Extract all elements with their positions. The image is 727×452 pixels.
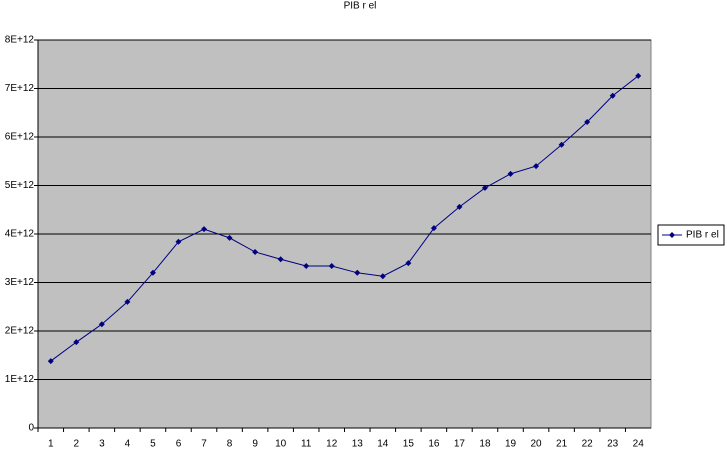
x-tick-label: 18 [479,439,491,450]
data-point [277,256,284,263]
data-point [584,118,591,125]
x-tick-label: 5 [150,439,156,450]
y-tick-label: 8E+12 [5,35,35,46]
x-tick-label: 16 [428,439,440,450]
x-tick-label: 17 [454,439,466,450]
x-tick-label: 15 [403,439,415,450]
x-tick-label: 9 [252,439,258,450]
y-tick-label: 2E+12 [5,326,35,337]
data-point [558,141,565,148]
x-tick-label: 24 [633,439,645,450]
x-tick-label: 3 [99,439,105,450]
x-tick-label: 12 [326,439,338,450]
x-tick-label: 10 [275,439,287,450]
data-point [226,234,233,241]
data-point [379,273,386,280]
data-point [252,248,259,255]
data-point [481,184,488,191]
series-line [50,75,639,362]
data-point [124,298,131,305]
x-tick-label: 21 [556,439,568,450]
y-tick-label: 0 [28,423,34,434]
x-tick-label: 14 [377,439,389,450]
x-tick-label: 23 [607,439,619,450]
x-tick-label: 1 [48,439,54,450]
x-tick-label: 20 [531,439,543,450]
x-tick-label: 2 [74,439,80,450]
legend-box [657,224,725,246]
y-tick-label: 5E+12 [5,180,35,191]
x-tick-label: 13 [352,439,364,450]
x-tick-label: 19 [505,439,517,450]
data-point [405,260,412,267]
data-point [609,92,616,99]
y-tick-label: 4E+12 [5,229,35,240]
data-point [47,358,54,365]
data-point [73,339,80,346]
data-point [354,269,361,276]
data-point [456,203,463,210]
data-point [328,263,335,270]
data-point [98,321,105,328]
y-tick-label: 7E+12 [5,83,35,94]
data-point [149,269,156,276]
data-point [303,263,310,270]
data-point [533,163,540,170]
data-point [507,170,514,177]
y-tick-label: 6E+12 [5,132,35,143]
chart-title: PIB r el [344,1,377,12]
x-tick-label: 22 [582,439,594,450]
x-tick-label: 4 [125,439,131,450]
data-point [175,238,182,245]
legend-marker [669,232,675,238]
y-tick-label: 3E+12 [5,277,35,288]
x-tick-label: 11 [301,439,312,450]
x-tick-label: 8 [227,439,233,450]
data-point [201,226,208,233]
y-tick-label: 1E+12 [5,374,35,385]
x-tick-label: 6 [176,439,182,450]
data-point [430,225,437,232]
data-point [635,72,642,79]
x-tick-label: 7 [201,439,207,450]
legend-label: PIB r el [686,230,719,241]
